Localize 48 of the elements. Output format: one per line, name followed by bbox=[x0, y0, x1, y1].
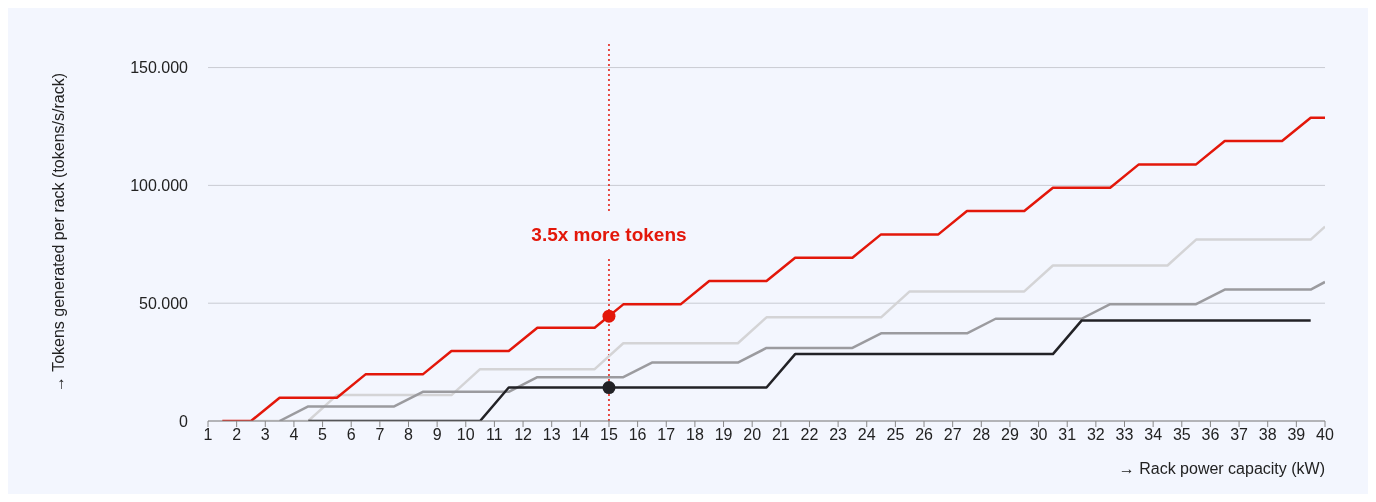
x-tick-label: 31 bbox=[1058, 426, 1077, 444]
x-axis-title: → Rack power capacity (kW) bbox=[1118, 460, 1325, 477]
y-axis-title: → Tokens generated per rack (tokens/s/rack) bbox=[49, 73, 67, 392]
x-tick-label: 40 bbox=[1316, 426, 1334, 444]
x-tick-label: 3 bbox=[260, 426, 270, 444]
y-tick-label: 150.000 bbox=[130, 59, 189, 77]
x-tick-label: 10 bbox=[456, 426, 475, 444]
x-tick-label: 28 bbox=[972, 426, 991, 444]
x-tick-label: 33 bbox=[1115, 426, 1134, 444]
x-tick-label: 16 bbox=[628, 426, 647, 444]
y-tick-label: 0 bbox=[179, 412, 189, 430]
x-tick-label: 2 bbox=[232, 426, 242, 444]
x-tick-label: 24 bbox=[857, 426, 876, 444]
x-tick-label: 39 bbox=[1287, 426, 1306, 444]
x-tick-label: 32 bbox=[1086, 426, 1105, 444]
x-tick-label: 8 bbox=[404, 426, 414, 444]
x-tick-label: 18 bbox=[686, 426, 704, 444]
x-tick-label: 14 bbox=[571, 426, 590, 444]
x-tick-label: 19 bbox=[714, 426, 733, 444]
x-tick-label: 38 bbox=[1258, 426, 1277, 444]
x-tick-label: 4 bbox=[289, 426, 299, 444]
x-tick-label: 23 bbox=[829, 426, 848, 444]
x-tick-label: 30 bbox=[1029, 426, 1048, 444]
ref-line-label: 3.5x more tokens bbox=[531, 223, 687, 245]
x-tick-label: 12 bbox=[514, 426, 533, 444]
y-tick-label: 50.000 bbox=[139, 294, 189, 312]
x-tick-label: 37 bbox=[1230, 426, 1249, 444]
x-tick-label: 26 bbox=[915, 426, 934, 444]
x-tick-label: 7 bbox=[375, 426, 385, 444]
x-tick-label: 9 bbox=[432, 426, 442, 444]
x-tick-label: 35 bbox=[1172, 426, 1191, 444]
x-tick-label: 34 bbox=[1144, 426, 1163, 444]
x-tick-label: 6 bbox=[346, 426, 356, 444]
x-tick-label: 15 bbox=[600, 426, 618, 444]
x-tick-label: 27 bbox=[943, 426, 962, 444]
x-tick-label: 29 bbox=[1001, 426, 1019, 444]
x-tick-label: 5 bbox=[318, 426, 328, 444]
x-tick-label: 1 bbox=[203, 426, 213, 444]
x-tick-label: 11 bbox=[486, 426, 503, 444]
x-tick-label: 20 bbox=[743, 426, 762, 444]
x-tick-label: 25 bbox=[886, 426, 905, 444]
x-tick-label: 22 bbox=[800, 426, 819, 444]
line-series bbox=[278, 280, 1325, 421]
x-tick-label: 21 bbox=[771, 426, 790, 444]
y-tick-label: 100.000 bbox=[130, 177, 189, 195]
x-tick-label: 13 bbox=[542, 426, 561, 444]
x-tick-label: 17 bbox=[657, 426, 676, 444]
x-tick-label: 36 bbox=[1201, 426, 1220, 444]
